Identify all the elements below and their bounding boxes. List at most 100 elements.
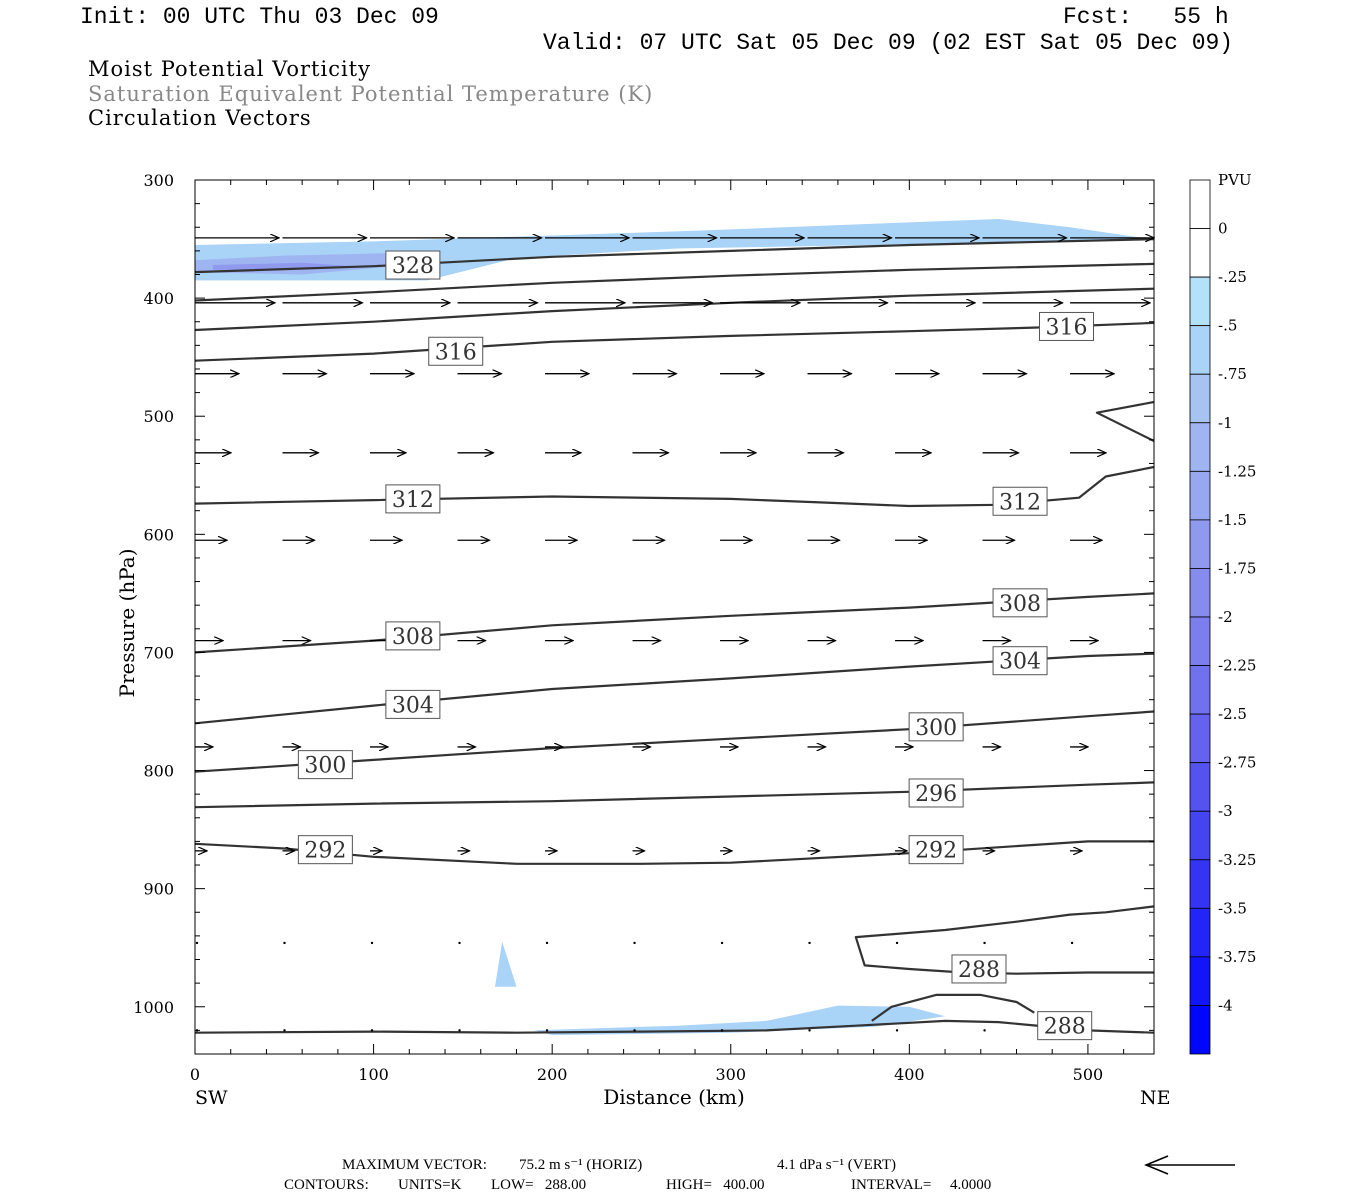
x-tick-label: 400 xyxy=(894,1065,925,1084)
y-tick-label: 700 xyxy=(143,643,174,662)
max-vector-horiz: 75.2 m s⁻¹ (HORIZ) xyxy=(519,1157,643,1173)
colorbar-level-label: -1 xyxy=(1218,414,1233,432)
contour-label: 304 xyxy=(992,646,1048,676)
circulation-vector xyxy=(545,1029,549,1032)
circulation-vector xyxy=(808,1029,811,1032)
contour-label-text: 296 xyxy=(915,782,957,807)
colorbar-swatch xyxy=(1189,519,1211,569)
contours-high: HIGH= 400.00 xyxy=(666,1177,765,1193)
circulation-vector xyxy=(895,1029,899,1032)
contour-label: 308 xyxy=(992,588,1048,618)
contour-label-text: 304 xyxy=(999,650,1041,675)
colorbar-level-label: -2 xyxy=(1218,608,1233,626)
contour-label: 308 xyxy=(385,621,441,651)
contour-label: 292 xyxy=(908,835,964,865)
end-label-sw: SW xyxy=(195,1087,228,1109)
colorbar-swatch xyxy=(1189,276,1211,327)
contour-label: 288 xyxy=(951,954,1007,984)
x-axis-label: Distance (km) xyxy=(603,1085,745,1109)
contour-label-box xyxy=(908,778,964,808)
contour-label-box xyxy=(297,835,353,865)
x-tick-label: 200 xyxy=(537,1065,568,1084)
colorbar-swatch xyxy=(1189,713,1211,764)
contour-label: 316 xyxy=(428,336,484,366)
max-vector-vert: 4.1 dPa s⁻¹ (VERT) xyxy=(777,1157,897,1173)
contour-label-box xyxy=(908,835,964,865)
contour-label-text: 316 xyxy=(1045,315,1087,340)
colorbar-level-label: -.75 xyxy=(1218,365,1247,383)
contour-label-text: 312 xyxy=(392,488,434,513)
contour-label-text: 312 xyxy=(999,490,1041,515)
field-title-vectors: Circulation Vectors xyxy=(88,106,312,130)
contour-label-box xyxy=(1038,311,1094,341)
contour-label-text: 308 xyxy=(999,592,1041,617)
theta-e-contour xyxy=(194,781,1155,809)
init-time: Init: 00 UTC Thu 03 Dec 09 xyxy=(80,4,439,30)
contour-label-box xyxy=(385,484,441,514)
colorbar-level-label: -3 xyxy=(1218,802,1233,820)
colorbar-swatch xyxy=(1189,956,1211,1006)
contour-label-text: 288 xyxy=(958,958,1000,983)
forecast-hour: Fcst: 55 h xyxy=(1063,4,1229,30)
circulation-vector xyxy=(983,1029,986,1032)
colorbar-swatch xyxy=(1189,859,1211,909)
plot-frame xyxy=(194,179,1155,1055)
colorbar-swatch xyxy=(1189,179,1211,229)
contour-label: 312 xyxy=(992,486,1048,516)
contour-label-box xyxy=(908,712,964,742)
circulation-vector xyxy=(633,941,636,945)
colorbar-swatch xyxy=(1189,762,1211,812)
contour-label-box xyxy=(992,588,1048,618)
colorbar-swatch xyxy=(1189,616,1211,666)
contour-label-text: 308 xyxy=(392,625,434,650)
x-tick-label: 300 xyxy=(715,1065,746,1084)
max-vector-label: MAXIMUM VECTOR: xyxy=(342,1157,487,1173)
y-tick-label: 400 xyxy=(143,289,174,308)
colorbar-swatch xyxy=(1189,228,1211,278)
pv-shade-region xyxy=(534,1005,946,1036)
contour-label-box xyxy=(385,621,441,651)
contours-units: UNITS=K xyxy=(398,1177,462,1193)
circulation-vector xyxy=(458,941,461,945)
reference-vector-head xyxy=(1144,1155,1169,1175)
theta-e-contour xyxy=(194,652,1155,725)
circulation-vector xyxy=(458,1029,461,1032)
colorbar-swatch xyxy=(1189,568,1211,618)
y-tick-label: 1000 xyxy=(133,998,174,1017)
circulation-vector xyxy=(283,1029,286,1032)
theta-e-contour xyxy=(194,710,1155,773)
contour-label: 288 xyxy=(1037,1011,1093,1041)
circulation-vector xyxy=(195,941,199,945)
colorbar-swatch xyxy=(1189,470,1211,521)
colorbar-level-label: -.25 xyxy=(1218,268,1247,286)
x-tick-label: 500 xyxy=(1073,1065,1104,1084)
contour-label: 292 xyxy=(297,835,353,865)
end-label-ne: NE xyxy=(1140,1087,1171,1109)
contour-label-box xyxy=(428,336,484,366)
circulation-vector xyxy=(895,941,899,945)
contour-label: 300 xyxy=(908,712,964,742)
contour-label-text: 300 xyxy=(304,754,346,779)
theta-e-contour xyxy=(194,321,1155,362)
colorbar-level-label: -2.5 xyxy=(1218,705,1247,723)
theta-e-contour xyxy=(194,262,1155,302)
theta-e-contour xyxy=(194,287,1155,332)
pv-shade-region xyxy=(212,262,356,270)
circulation-vector xyxy=(545,941,549,945)
contours-low: LOW= 288.00 xyxy=(491,1177,587,1193)
y-tick-label: 600 xyxy=(143,525,174,544)
colorbar-level-label: -2.75 xyxy=(1218,754,1256,772)
contour-label: 304 xyxy=(385,689,441,719)
field-title-thetae: Saturation Equivalent Potential Temperat… xyxy=(88,82,654,106)
x-tick-label: 0 xyxy=(190,1065,200,1084)
circulation-vector xyxy=(370,941,374,945)
contour-label-box xyxy=(385,689,441,719)
circulation-vector xyxy=(983,941,986,945)
colorbar-swatch xyxy=(1189,422,1211,472)
circulation-vector xyxy=(720,941,724,945)
contour-label-box xyxy=(992,486,1048,516)
contour-label-text: 292 xyxy=(304,839,346,864)
contour-label-box xyxy=(385,250,441,280)
contour-label-text: 316 xyxy=(435,340,477,365)
